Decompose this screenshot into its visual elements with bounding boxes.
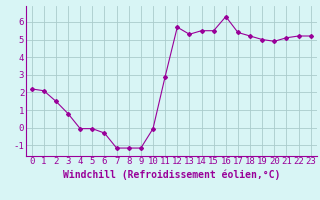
X-axis label: Windchill (Refroidissement éolien,°C): Windchill (Refroidissement éolien,°C): [62, 169, 280, 180]
